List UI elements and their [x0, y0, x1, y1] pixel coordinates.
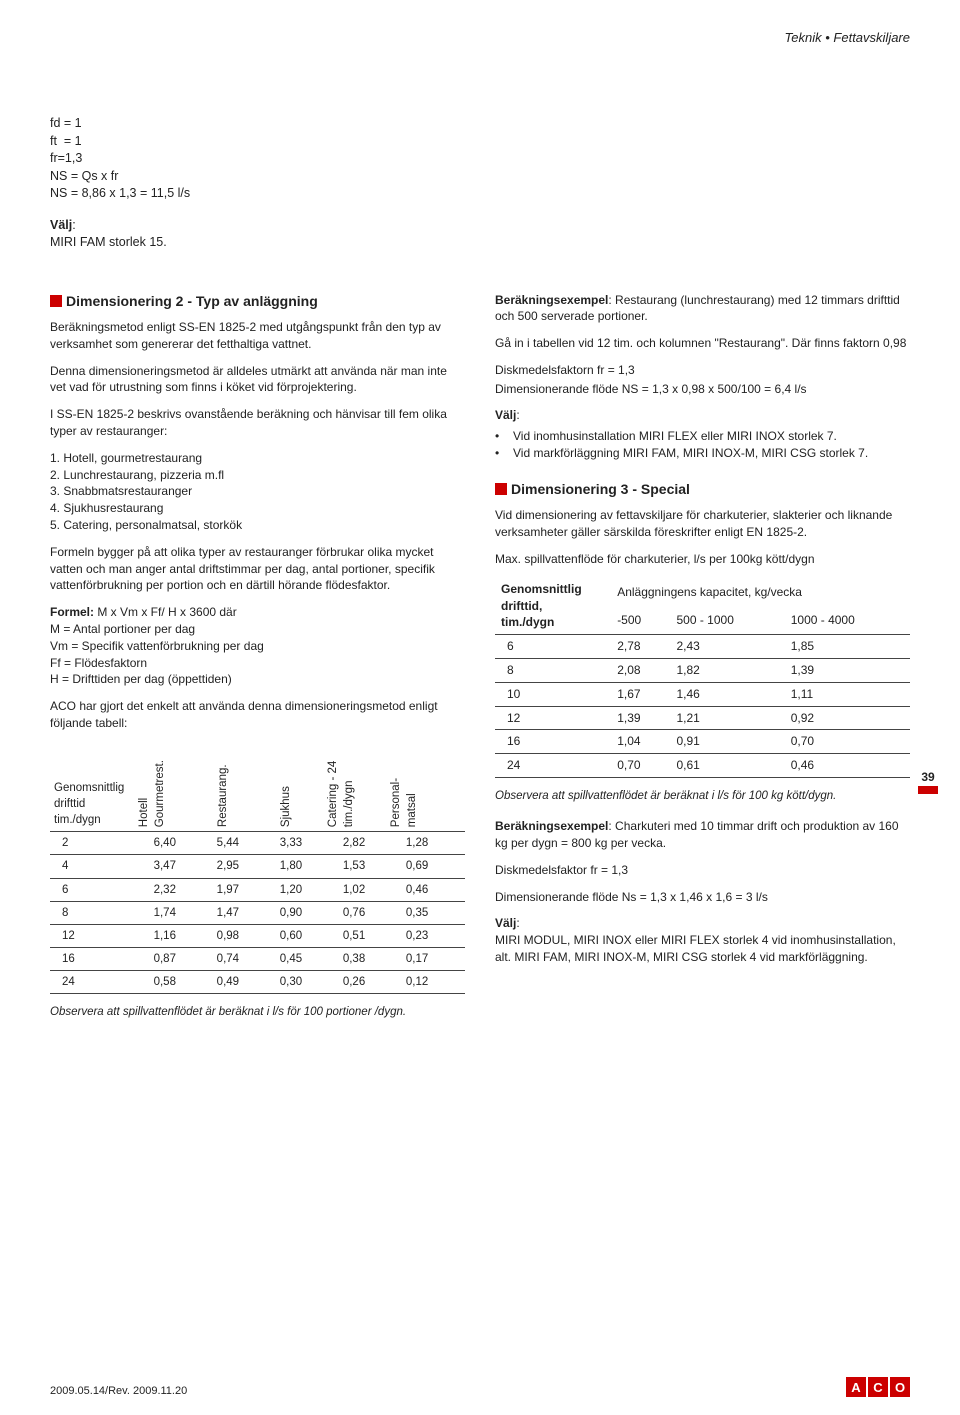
- list-item: Hotell, gourmetrestaurang: [50, 450, 465, 467]
- t1-rowhead: Genomsnittlig drifttid tim./dygn: [54, 780, 146, 828]
- dim2-p3: I SS-EN 1825-2 beskrivs ovanstående berä…: [50, 406, 465, 440]
- right-column: Beräkningsexempel: Restaurang (lunchrest…: [495, 292, 910, 1021]
- valj2-label: Välj: [495, 916, 516, 930]
- restaurant-types-list: Hotell, gourmetrestaurang Lunchrestauran…: [50, 450, 465, 534]
- dim2-p1: Beräkningsmetod enligt SS-EN 1825-2 med …: [50, 319, 465, 353]
- t1-col: Hotell Gourmetrest.: [135, 760, 167, 827]
- right-p3: Dimensionerande flöde NS = 1,3 x 0,98 x …: [495, 381, 910, 398]
- calc-example-1: Beräkningsexempel: Restaurang (lunchrest…: [495, 292, 910, 326]
- footer: 2009.05.14/Rev. 2009.11.20 A C O: [50, 1377, 910, 1397]
- table-row: 161,040,910,70: [495, 730, 910, 754]
- t2-rowhead: Genomsnittlig drifttid, tim./dygn: [495, 578, 611, 635]
- capacity-table: Genomsnittlig drifttid, tim./dygn Anlägg…: [495, 578, 910, 778]
- table1-footnote: Observera att spillvattenflödet är beräk…: [50, 1004, 465, 1020]
- table-row: 240,700,610,46: [495, 754, 910, 778]
- table-row: 121,160,980,600,510,23: [50, 924, 465, 947]
- dim2-p4: Formeln bygger på att olika typer av res…: [50, 544, 465, 594]
- table-row: 26,405,443,332,821,28: [50, 832, 465, 855]
- section-marker-icon: [495, 483, 507, 495]
- t2-head-right: Anläggningens kapacitet, kg/vecka: [611, 578, 910, 606]
- table-row: 81,741,470,900,760,35: [50, 901, 465, 924]
- right-p1: Gå in i tabellen vid 12 tim. och kolumne…: [495, 335, 910, 352]
- aco-logo: A C O: [846, 1377, 910, 1397]
- list-item: Lunchrestaurang, pizzeria m.fl: [50, 467, 465, 484]
- table-row: 121,391,210,92: [495, 706, 910, 730]
- t1-col: Personal- matsal: [388, 778, 420, 827]
- list-item: Vid markförläggning MIRI FAM, MIRI INOX-…: [513, 445, 868, 462]
- page-marker-icon: [918, 786, 938, 794]
- choice-bullets: •Vid inomhusinstallation MIRI FLEX eller…: [495, 428, 910, 462]
- intro-valj-text: MIRI FAM storlek 15.: [50, 235, 167, 249]
- intro-lines: fd = 1 ft = 1 fr=1,3 NS = Qs x fr NS = 8…: [50, 115, 910, 203]
- logo-cell: C: [868, 1377, 888, 1397]
- right-p8: MIRI MODUL, MIRI INOX eller MIRI FLEX st…: [495, 932, 910, 966]
- dim3-heading: Dimensionering 3 - Special: [495, 480, 910, 500]
- dim2-p5: ACO har gjort det enkelt att använda den…: [50, 698, 465, 732]
- page-number: 39: [918, 770, 938, 794]
- table-row: 240,580,490,300,260,12: [50, 970, 465, 993]
- dim3-p4: Vid dimensionering av fettavskiljare för…: [495, 507, 910, 541]
- t2-sub: 500 - 1000: [670, 606, 784, 635]
- t2-sub: -500: [611, 606, 670, 635]
- table2-footnote: Observera att spillvattenflödet är beräk…: [495, 788, 910, 804]
- right-p6: Diskmedelsfaktor fr = 1,3: [495, 862, 910, 879]
- t1-col: Sjukhus: [278, 786, 294, 827]
- dim2-p2: Denna dimensioneringsmetod är alldeles u…: [50, 363, 465, 397]
- right-p7: Dimensionerande flöde Ns = 1,3 x 1,46 x …: [495, 889, 910, 906]
- logo-cell: A: [846, 1377, 866, 1397]
- list-item: Catering, personalmatsal, storkök: [50, 517, 465, 534]
- list-item: Vid inomhusinstallation MIRI FLEX eller …: [513, 428, 837, 445]
- table-row: 160,870,740,450,380,17: [50, 947, 465, 970]
- table-row: 62,321,971,201,020,46: [50, 878, 465, 901]
- revision-text: 2009.05.14/Rev. 2009.11.20: [50, 1385, 187, 1397]
- intro-block: fd = 1 ft = 1 fr=1,3 NS = Qs x fr NS = 8…: [50, 115, 910, 252]
- dim3-p5: Max. spillvattenflöde för charkuterier, …: [495, 551, 910, 568]
- section-marker-icon: [50, 295, 62, 307]
- t1-col: Restaurang.: [215, 765, 231, 828]
- list-item: Snabbmatsrestauranger: [50, 483, 465, 500]
- valj-label: Välj: [495, 408, 516, 422]
- t2-sub: 1000 - 4000: [785, 606, 910, 635]
- list-item: Sjukhusrestaurang: [50, 500, 465, 517]
- dimension-table-1: Genomsnittlig drifttid tim./dygn Hotell …: [50, 742, 465, 994]
- table-row: 62,782,431,85: [495, 635, 910, 659]
- dim2-heading: Dimensionering 2 - Typ av anläggning: [50, 292, 465, 312]
- intro-valj-label: Välj: [50, 218, 72, 232]
- table-row: 101,671,461,11: [495, 682, 910, 706]
- header-breadcrumb: Teknik • Fettavskiljare: [50, 30, 910, 45]
- formula-block: Formel: M x Vm x Ff/ H x 3600 där M = An…: [50, 604, 465, 688]
- table-row: 43,472,951,801,530,69: [50, 855, 465, 878]
- left-column: Dimensionering 2 - Typ av anläggning Ber…: [50, 292, 465, 1021]
- table-row: 82,081,821,39: [495, 659, 910, 683]
- logo-cell: O: [890, 1377, 910, 1397]
- right-p2: Diskmedelsfaktorn fr = 1,3: [495, 362, 910, 379]
- t1-col: Catering - 24 tim./dygn: [325, 761, 357, 827]
- calc-example-2: Beräkningsexempel: Charkuteri med 10 tim…: [495, 818, 910, 852]
